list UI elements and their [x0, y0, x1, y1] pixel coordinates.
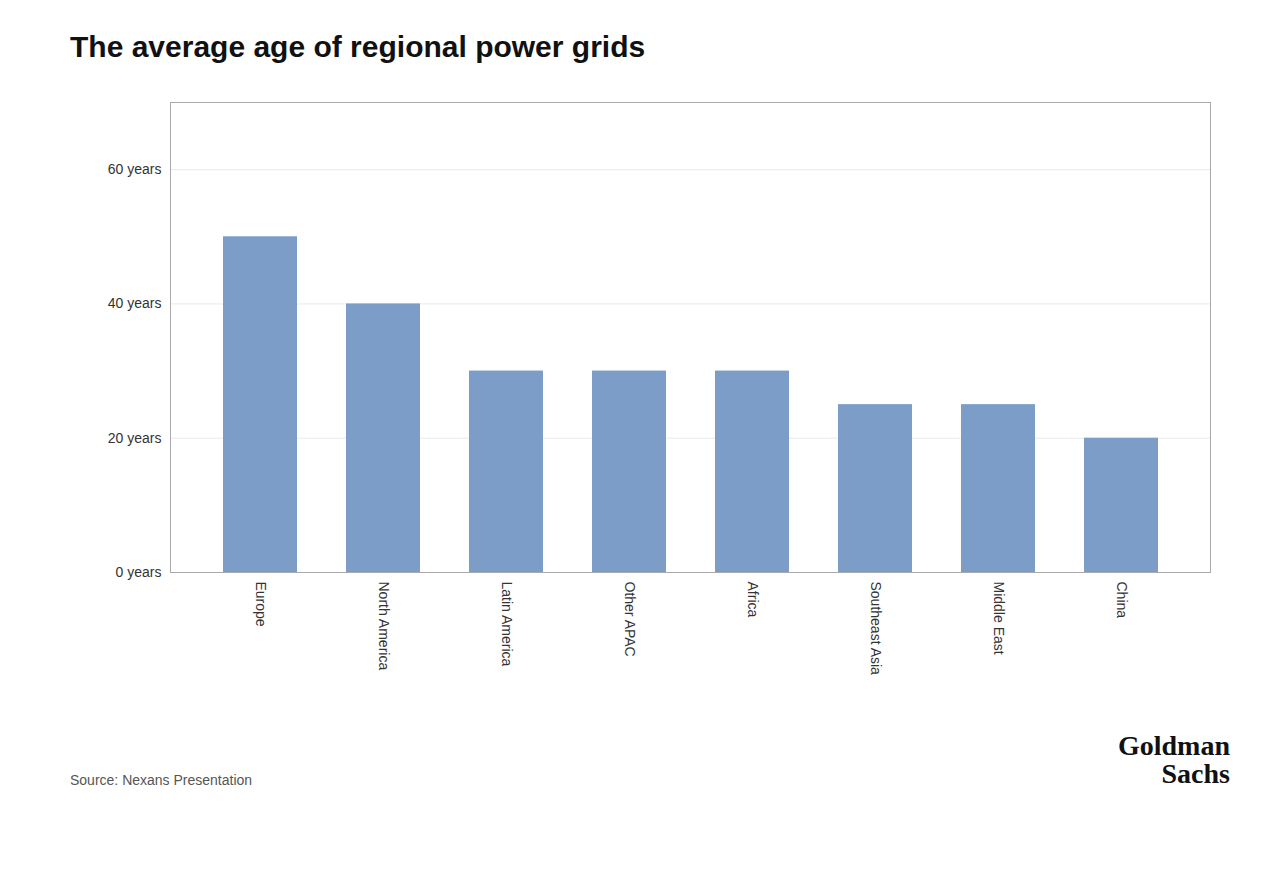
html-text:Goldman: Goldman [1118, 730, 1230, 761]
html-text:The average age of regional po: The average age of regional power grids [70, 30, 646, 63]
svg-text:40 years: 40 years [108, 295, 162, 311]
svg-text:Middle East: Middle East [991, 582, 1007, 655]
svg-text:Southeast Asia: Southeast Asia [868, 582, 884, 676]
svg-text:Latin America: Latin America [499, 582, 515, 667]
svg-text:0 years: 0 years [116, 564, 162, 580]
svg-text:Europe: Europe [253, 582, 269, 627]
svg-text:20 years: 20 years [108, 430, 162, 446]
html-text:Sachs: Sachs [1161, 758, 1230, 789]
svg-text:Other APAC: Other APAC [622, 582, 638, 657]
svg-text:China: China [1114, 582, 1130, 619]
svg-text:Africa: Africa [745, 582, 761, 618]
html-text:Source: Nexans Presentation: Source: Nexans Presentation [70, 772, 253, 788]
svg-text:60 years: 60 years [108, 161, 162, 177]
svg-text:North America: North America [376, 582, 392, 671]
